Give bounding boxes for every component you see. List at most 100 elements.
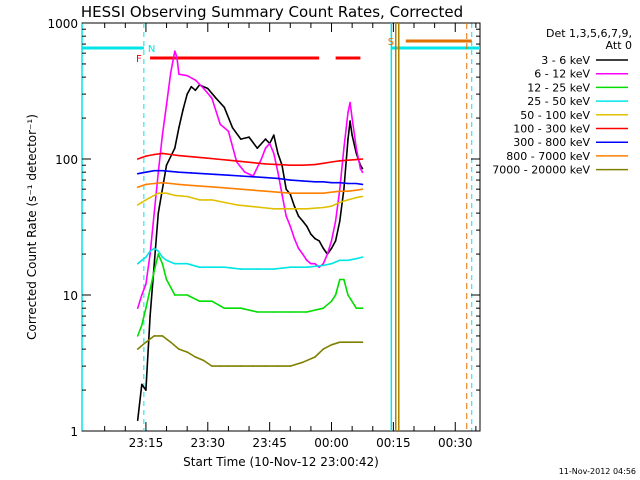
series-point	[277, 365, 279, 367]
series-point	[145, 307, 147, 310]
series-point	[190, 184, 193, 187]
series-point	[145, 256, 147, 258]
series-point	[153, 153, 155, 156]
series-point	[347, 341, 349, 344]
series-line-3-6-kev	[136, 84, 364, 421]
series-point	[322, 247, 325, 250]
series-point	[330, 205, 333, 207]
series-point	[301, 164, 304, 166]
series-point	[256, 147, 259, 149]
series-point	[301, 192, 304, 194]
series-point	[149, 253, 151, 255]
flag-layer: NF S	[81, 23, 480, 431]
series-point	[293, 237, 296, 240]
series-8	[136, 335, 364, 367]
series-point	[273, 268, 275, 270]
series-point	[165, 192, 168, 194]
series-point	[339, 160, 341, 162]
series-point	[361, 167, 364, 170]
series-point	[277, 171, 279, 173]
series-point	[355, 307, 358, 310]
series-point	[202, 87, 205, 90]
series-point	[190, 155, 193, 158]
series-point	[149, 250, 151, 252]
series-point	[361, 256, 364, 258]
series-point	[318, 240, 321, 242]
series-point	[330, 344, 333, 346]
series-point	[202, 359, 205, 362]
series-point	[215, 97, 217, 99]
series-point	[153, 335, 155, 337]
series-point	[141, 383, 143, 386]
series-point	[215, 158, 217, 160]
series-point	[349, 120, 351, 122]
series-point	[322, 264, 325, 267]
series-point	[301, 253, 304, 255]
series-point	[264, 163, 267, 165]
x-tick-label: 23:15	[129, 436, 164, 450]
series-point	[361, 158, 364, 160]
series-point	[355, 257, 358, 260]
series-point	[174, 294, 176, 296]
legend-label: 12 - 25 keV	[527, 81, 590, 94]
series-point	[240, 160, 242, 163]
series-point	[248, 205, 250, 207]
legend-label: 6 - 12 keV	[534, 68, 590, 81]
series-point	[194, 89, 197, 92]
y-axis: 1 10 100 1000	[47, 17, 480, 439]
series-point	[285, 188, 288, 190]
series-point	[334, 294, 337, 296]
series-point	[301, 180, 304, 182]
series-point	[194, 79, 197, 81]
series-point	[289, 164, 292, 166]
series-point	[136, 158, 139, 160]
y-tick-label: 1	[70, 425, 78, 439]
series-point	[223, 106, 226, 109]
legend-label: 7000 - 20000 keV	[492, 164, 590, 177]
series-point	[153, 182, 155, 185]
series-point	[161, 256, 164, 258]
series-point	[136, 419, 139, 422]
series-point	[207, 87, 209, 90]
series-point	[178, 348, 180, 350]
series-point	[198, 300, 201, 303]
series-point	[169, 72, 172, 74]
series-point	[153, 247, 155, 250]
series-3	[136, 247, 364, 270]
legend-label: 50 - 100 keV	[520, 109, 590, 122]
series-point	[149, 288, 151, 291]
series-point	[165, 104, 168, 106]
series-point	[314, 237, 316, 240]
series-point	[169, 153, 172, 156]
flare-flag-label: F	[136, 54, 142, 65]
series-point	[215, 186, 217, 188]
series-point	[186, 195, 188, 198]
series-point	[306, 208, 308, 210]
legend-label: 300 - 800 keV	[513, 136, 590, 149]
series-point	[339, 190, 341, 192]
series-point	[285, 215, 288, 217]
series-point	[361, 195, 364, 198]
legend-header-line-2: Att 0	[606, 39, 632, 52]
series-point	[145, 171, 147, 173]
series-point	[351, 134, 353, 136]
series-point	[240, 138, 242, 140]
series-point	[306, 259, 308, 262]
series-point	[178, 171, 180, 173]
series-point	[215, 173, 217, 176]
series-point	[235, 204, 238, 206]
series-point	[355, 196, 358, 199]
series-point	[178, 154, 180, 157]
series-point	[322, 206, 325, 209]
series-point	[322, 181, 325, 183]
series-point	[314, 163, 316, 166]
series-point	[268, 142, 271, 145]
legend-header-line-1: Det 1,3,5,6,7,9,	[546, 27, 632, 40]
series-point	[330, 300, 333, 303]
series-layer	[136, 50, 364, 422]
series-point	[169, 170, 172, 173]
series-5	[136, 152, 364, 166]
series-point	[289, 266, 292, 269]
